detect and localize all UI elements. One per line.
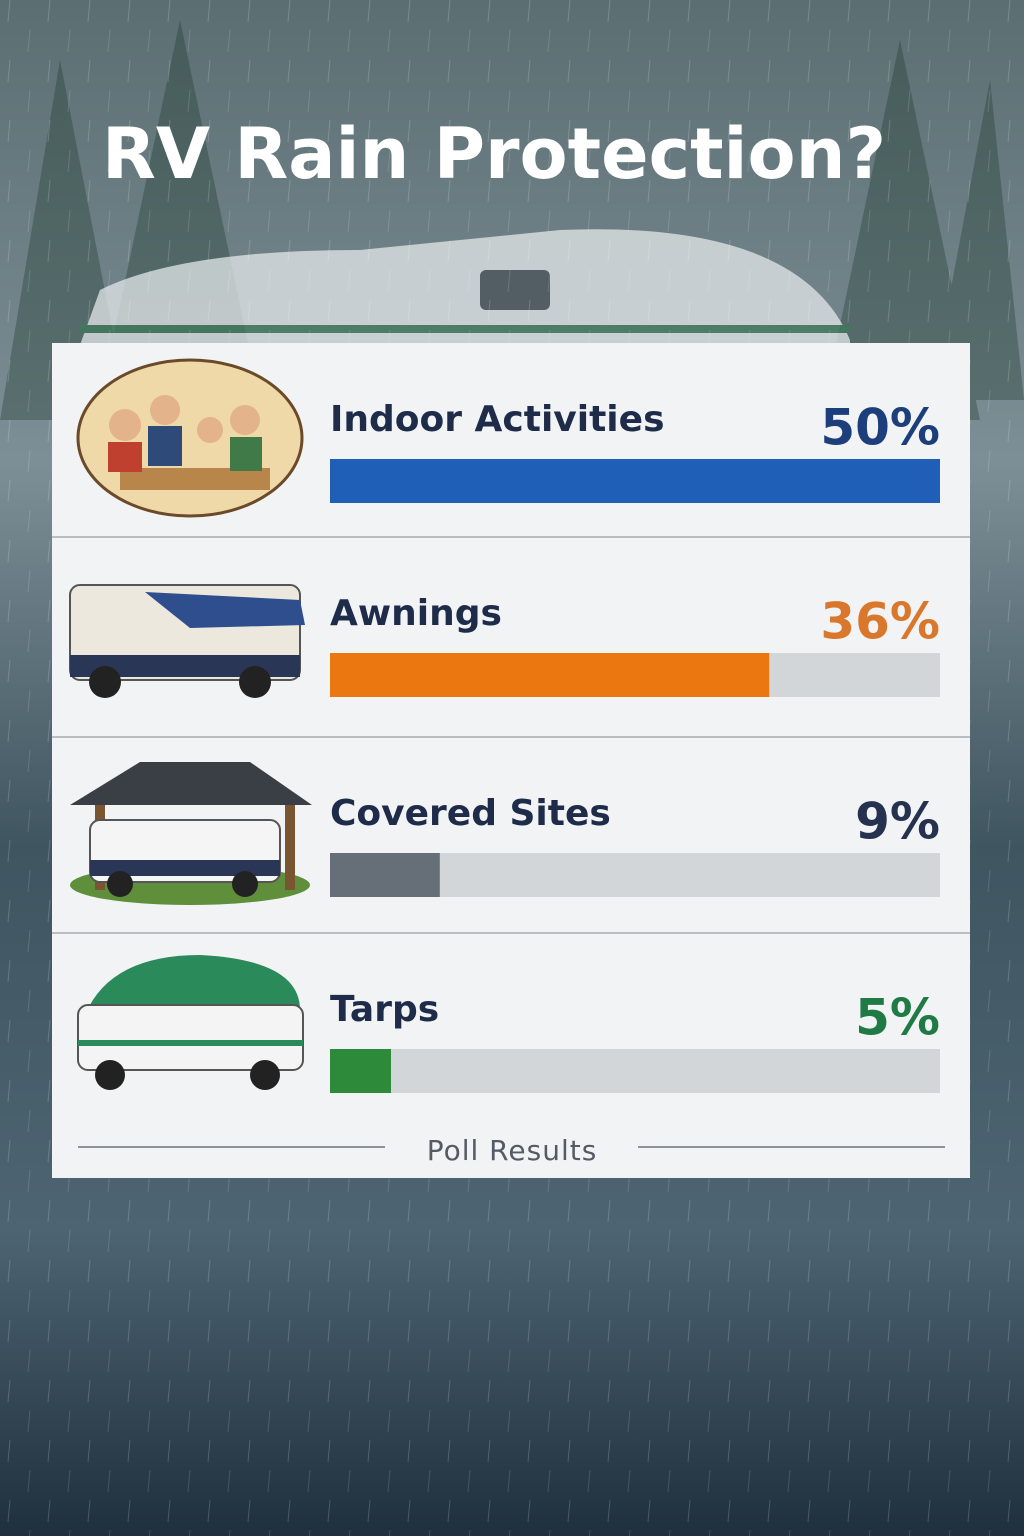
bar xyxy=(330,1049,391,1093)
category-label: Awnings xyxy=(330,593,502,634)
footer: Poll Results xyxy=(427,1134,598,1167)
value-label: 5% xyxy=(855,989,940,1047)
value-label: 50% xyxy=(820,399,940,457)
icon-awnings xyxy=(69,584,305,698)
bar xyxy=(330,653,770,697)
value-label: 9% xyxy=(855,793,940,851)
category-label: Indoor Activities xyxy=(330,399,665,440)
icon-covered xyxy=(70,762,312,905)
category-label: Covered Sites xyxy=(330,793,611,834)
icon-indoor xyxy=(76,358,304,518)
bar xyxy=(330,853,440,897)
bar-track xyxy=(330,1049,940,1093)
dividers xyxy=(52,536,970,934)
category-label: Tarps xyxy=(330,989,439,1030)
value-label: 36% xyxy=(820,593,940,651)
bar xyxy=(330,459,940,503)
icon-tarps xyxy=(77,955,304,1090)
title: RV Rain Protection? xyxy=(102,113,886,195)
